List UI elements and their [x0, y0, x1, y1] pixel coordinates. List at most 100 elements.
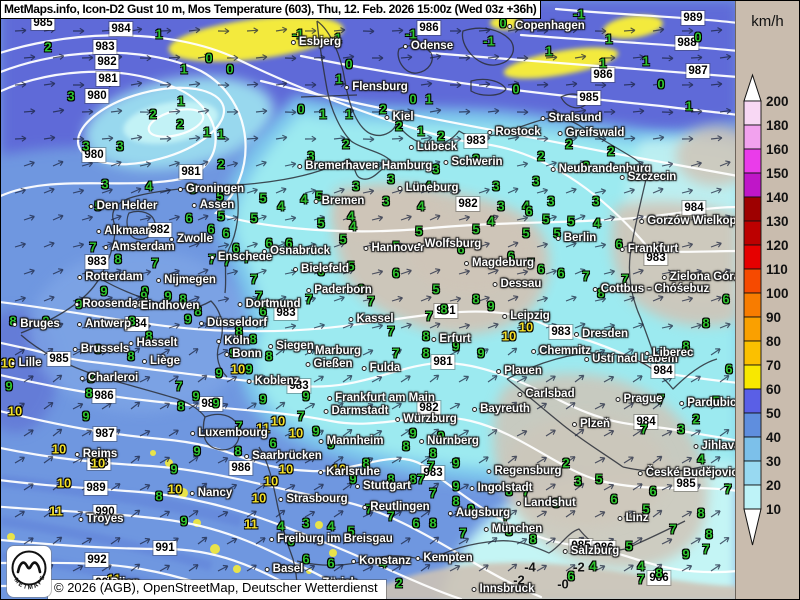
- wind-arrow: [565, 402, 576, 410]
- city-marker-dot: [363, 245, 369, 251]
- city-label: Hasselt: [128, 337, 177, 349]
- city-marker-dot: [395, 416, 401, 422]
- isobar-label: 985: [31, 16, 55, 30]
- city-marker-dot: [416, 241, 422, 247]
- wind-arrow: [400, 108, 413, 115]
- wind-arrow: [333, 456, 344, 464]
- wind-arrow: [661, 538, 673, 545]
- city-marker-dot: [661, 274, 667, 280]
- temperature-value: 7: [250, 271, 258, 287]
- wind-arrow: [719, 268, 731, 275]
- wind-arrow: [139, 215, 152, 222]
- temperature-value: 6: [207, 221, 215, 237]
- city-label: Hannover: [363, 242, 425, 254]
- city-label: Nijmegen: [156, 274, 216, 286]
- wind-arrow: [333, 564, 344, 572]
- wind-arrow: [710, 241, 722, 248]
- wind-arrow: [342, 536, 353, 545]
- temperature-value: 7: [582, 268, 590, 284]
- city-label: Dresden: [573, 328, 628, 340]
- temperature-value: 10: [51, 441, 67, 457]
- wind-arrow: [652, 455, 663, 464]
- legend-sidebar: km/h 200 180 160 150 140 130 120 110 100 90 80 70 60…: [735, 1, 799, 599]
- wind-arrow: [623, 510, 634, 518]
- wind-arrow: [449, 242, 462, 249]
- temperature-value: 9: [245, 361, 253, 377]
- city-name: Carlsbad: [525, 388, 575, 400]
- wind-arrow: [371, 215, 384, 222]
- city-label: Augsburg: [447, 507, 510, 519]
- wind-arrow: [487, 322, 499, 329]
- wind-arrow: [487, 107, 500, 115]
- temperature-value: 9: [170, 461, 178, 477]
- wind-arrow: [507, 187, 519, 194]
- wind-arrow: [507, 241, 519, 248]
- temperature-value: 8: [409, 471, 417, 487]
- wind-arrow: [458, 160, 471, 168]
- temperature-value: 4: [593, 215, 601, 231]
- wind-arrow: [333, 241, 345, 248]
- temperature-value: 2: [395, 575, 403, 591]
- city-name: Assen: [199, 199, 235, 211]
- wind-arrow: [168, 483, 179, 491]
- isobar-label: 987: [93, 427, 117, 441]
- isobar-label: 991: [153, 541, 177, 555]
- wind-arrow: [130, 295, 142, 302]
- temperature-value: 2: [607, 143, 615, 159]
- wind-arrow: [516, 108, 529, 116]
- temperature-value: 7: [255, 288, 263, 304]
- city-name: Hamburg: [381, 160, 433, 172]
- city-label: Luxembourg: [190, 427, 268, 439]
- wind-arrow: [342, 374, 353, 383]
- temperature-value: 4: [277, 518, 285, 534]
- city-name: Köln: [224, 335, 250, 347]
- wind-arrow: [487, 537, 498, 545]
- temperature-value: 6: [615, 236, 623, 252]
- temperature-value: 7: [223, 253, 231, 269]
- wind-arrow: [168, 214, 180, 221]
- wind-arrow: [371, 537, 383, 545]
- wind-arrow: [632, 429, 643, 437]
- wind-arrow: [603, 375, 615, 383]
- temperature-value: 5: [432, 281, 440, 297]
- scale-tick-label: 60: [766, 382, 781, 397]
- wind-arrow: [632, 483, 643, 491]
- wind-arrow: [188, 348, 199, 356]
- temperature-value: 7: [459, 525, 467, 541]
- wind-arrow: [478, 81, 491, 88]
- wind-arrow: [168, 322, 180, 329]
- wind-arrow: [690, 375, 701, 383]
- map-title: MetMaps.info, Icon-D2 Gust 10 m, Mos Tem…: [4, 2, 537, 16]
- wind-arrow: [565, 26, 578, 34]
- temperature-value: 7: [297, 408, 305, 424]
- city-name: Kassel: [356, 313, 394, 325]
- wind-arrow: [188, 187, 200, 194]
- wind-arrow: [342, 214, 354, 221]
- wind-arrow: [43, 401, 54, 410]
- wind-arrow: [255, 483, 266, 491]
- isobar-label: 981: [179, 165, 203, 179]
- temperature-value: 3: [497, 198, 505, 214]
- city-label: Plauen: [496, 365, 542, 377]
- wind-arrow: [139, 429, 151, 437]
- temperature-value: 6: [265, 235, 273, 251]
- wind-arrow: [159, 456, 171, 464]
- wind-arrow: [420, 347, 431, 356]
- wind-arrow: [681, 564, 693, 572]
- scale-band: [743, 196, 762, 222]
- wind-arrow: [255, 375, 266, 383]
- isobar-label: 982: [417, 401, 441, 415]
- temperature-value: 8: [179, 291, 187, 307]
- wind-arrow: [246, 81, 259, 88]
- city-label: Prague: [615, 393, 663, 405]
- wind-arrow: [429, 322, 441, 329]
- wind-arrow: [159, 564, 171, 572]
- wind-arrow: [188, 510, 199, 518]
- city-label: Karlsruhe: [318, 466, 380, 478]
- wind-arrow: [275, 509, 286, 518]
- city-marker-dot: [72, 346, 78, 352]
- city-marker-dot: [644, 350, 650, 356]
- temperature-value: 9: [184, 311, 192, 327]
- temperature-value: 8: [505, 523, 513, 539]
- wind-arrow: [217, 564, 229, 572]
